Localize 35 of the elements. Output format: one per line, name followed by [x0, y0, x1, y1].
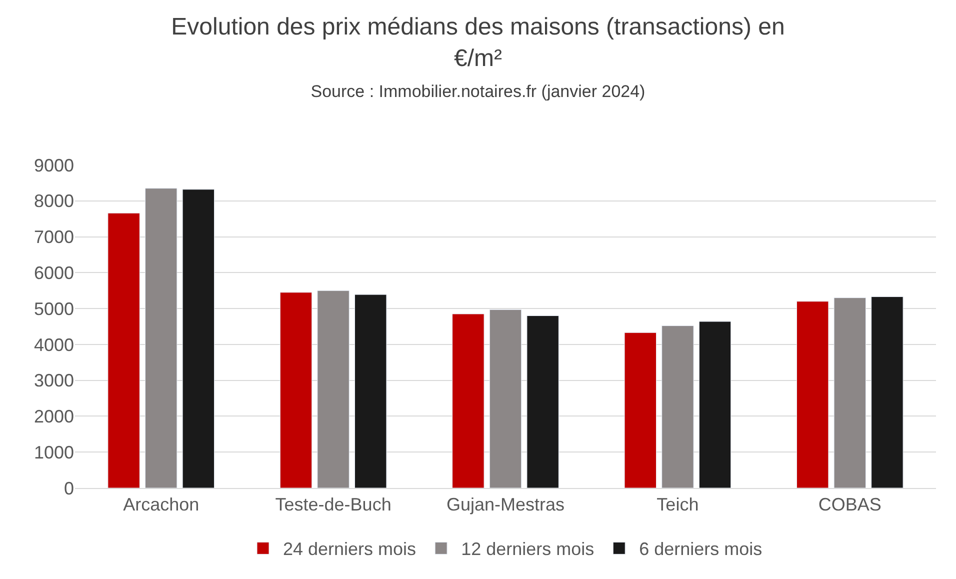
- bar: [354, 294, 387, 488]
- x-tick-label: Teste-de-Buch: [275, 494, 392, 515]
- bar: [526, 315, 559, 488]
- bar: [317, 290, 350, 488]
- bar: [182, 189, 215, 488]
- bar: [698, 321, 732, 488]
- y-tick-label: 1000: [34, 442, 74, 462]
- x-tick-label: Teich: [656, 494, 699, 515]
- chart-title: Evolution des prix médians des maisons (transactions) en €/m²: [171, 14, 785, 72]
- y-tick-label: 4000: [34, 334, 74, 355]
- bar: [108, 212, 140, 488]
- y-tick-label: 2000: [34, 406, 74, 427]
- y-tick-label: 7000: [34, 227, 74, 248]
- x-tick-label: Arcachon: [123, 494, 200, 515]
- bar: [280, 292, 312, 488]
- legend-label: 12 derniers mois: [461, 539, 594, 560]
- bar: [662, 326, 694, 488]
- bar: [144, 188, 178, 488]
- chart-subtitle: Source : Immobilier.notaires.fr (janvier 2024): [310, 82, 646, 102]
- legend-label: 6 derniers mois: [639, 539, 762, 560]
- bar: [624, 332, 656, 488]
- bar: [489, 309, 522, 488]
- y-tick-label: 9000: [34, 155, 74, 176]
- legend-label: 24 derniers mois: [283, 539, 416, 560]
- bar: [796, 301, 829, 488]
- y-tick-label: 8000: [34, 191, 74, 212]
- y-tick-label: 5000: [34, 298, 74, 319]
- x-tick-label: Gujan-Mestras: [446, 494, 565, 515]
- bar: [452, 314, 484, 488]
- y-tick-label: 3000: [34, 370, 74, 391]
- y-tick-label: 6000: [34, 262, 74, 283]
- x-tick-label: COBAS: [818, 494, 882, 515]
- y-tick-label: 0: [64, 478, 74, 498]
- bar: [871, 296, 904, 488]
- bar: [834, 298, 866, 488]
